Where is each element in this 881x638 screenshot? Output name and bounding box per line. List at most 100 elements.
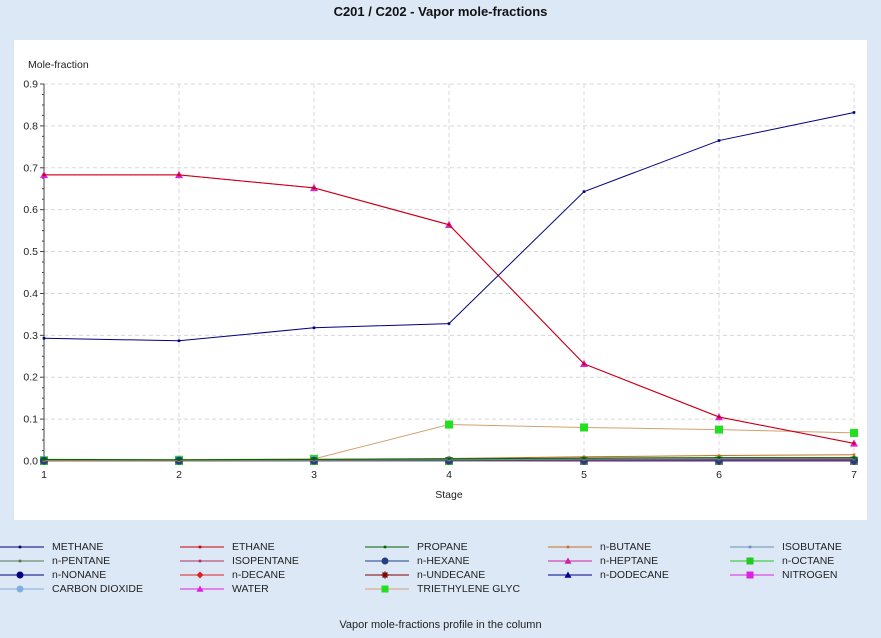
legend-label: n-OCTANE	[782, 555, 835, 567]
legend-swatch-marker	[198, 559, 202, 563]
data-point-methane	[42, 336, 46, 340]
legend-label: ISOBUTANE	[782, 541, 842, 553]
y-tick-label: 0.5	[23, 246, 38, 258]
legend-swatch	[730, 571, 774, 579]
legend-swatch	[730, 557, 774, 565]
legend-swatch	[365, 585, 409, 593]
data-point-methane	[177, 339, 181, 343]
data-point-propane	[177, 458, 181, 462]
y-tick-label: 0.3	[23, 330, 38, 342]
legend-label: n-HEXANE	[417, 555, 470, 567]
legend-label: n-UNDECANE	[417, 569, 486, 581]
legend-swatch	[0, 559, 44, 563]
data-point-propane	[447, 457, 451, 461]
legend-label: NITROGEN	[782, 569, 838, 581]
series-propane	[42, 456, 856, 462]
legend-swatch	[548, 557, 592, 564]
legend-swatch-marker	[196, 571, 204, 579]
data-point-propane	[312, 458, 316, 461]
legend-swatch-marker	[383, 545, 387, 549]
legend-swatch-marker	[18, 545, 22, 549]
legend-swatch	[0, 571, 44, 579]
legend-swatch	[548, 571, 592, 578]
legend-label: CARBON DIOXIDE	[52, 583, 144, 595]
y-tick-label: 0.9	[23, 79, 38, 91]
data-point-triethylene-glyc	[445, 420, 453, 429]
legend-label: METHANE	[52, 541, 104, 553]
legend-swatch	[180, 559, 224, 563]
x-axis-label: Stage	[435, 489, 463, 501]
legend-swatch-marker	[16, 585, 24, 593]
legend-swatch-marker	[748, 545, 752, 549]
data-point-methane	[582, 190, 586, 193]
data-point-methane	[447, 322, 451, 325]
legend-swatch-marker	[566, 545, 570, 549]
y-axis-label: Mole-fraction	[28, 59, 89, 71]
data-point-triethylene-glyc	[580, 423, 588, 432]
legend-swatch-marker	[564, 571, 572, 578]
data-point-ethane	[312, 186, 316, 190]
series-methane	[42, 111, 856, 343]
y-tick-label: 0.1	[23, 414, 38, 426]
legend-swatch	[365, 545, 409, 549]
data-point-propane	[582, 456, 586, 460]
x-tick-label: 5	[581, 469, 587, 481]
legend-label: WATER	[232, 583, 269, 595]
data-point-ethane	[177, 173, 181, 177]
legend-swatch-marker	[564, 557, 572, 564]
legend-swatch	[0, 585, 44, 593]
x-tick-label: 7	[851, 469, 857, 481]
y-tick-label: 0.8	[23, 120, 38, 132]
data-point-ethane	[447, 223, 451, 227]
legend-label: ETHANE	[232, 541, 275, 553]
data-point-methane	[312, 326, 316, 330]
x-tick-label: 2	[176, 469, 182, 481]
data-point-methane	[717, 139, 721, 142]
legend-swatch-marker	[381, 585, 389, 593]
data-point-propane	[717, 456, 721, 459]
legend-swatch	[0, 545, 44, 549]
line-chart: 0.0 0.1 0.2 0.3 0.4 0.5 0.6 0.7 0.8 0.9 1 2 3 4 5 6 7 Mol…	[23, 59, 858, 501]
chart-title: C201 / C202 - Vapor mole-fractions	[333, 4, 548, 19]
data-point-n-butane	[852, 453, 856, 457]
legend-swatch	[730, 545, 774, 549]
legend-swatch	[180, 571, 224, 579]
legend: METHANE ETHANE PROPANE n-BUTANE ISOBUTANE n-P…	[0, 540, 881, 602]
data-point-ethane	[852, 442, 856, 445]
legend-swatch-marker	[16, 571, 24, 579]
data-point-triethylene-glyc	[850, 428, 858, 437]
legend-label: n-HEPTANE	[600, 555, 659, 567]
legend-swatch	[365, 557, 409, 565]
y-tick-label: 0.6	[23, 204, 38, 216]
legend-label: n-BUTANE	[600, 541, 652, 553]
data-point-triethylene-glyc	[715, 425, 723, 434]
y-tick-label: 0.4	[23, 288, 38, 300]
legend-label: n-DECANE	[232, 569, 286, 581]
data-point-ethane	[717, 415, 721, 419]
data-point-propane	[42, 458, 46, 461]
legend-swatch-marker	[196, 585, 204, 592]
legend-label: n-DODECANE	[600, 569, 669, 581]
legend-swatch	[365, 571, 409, 579]
legend-label: n-NONANE	[52, 569, 107, 581]
legend-label: PROPANE	[417, 541, 468, 553]
x-tick-label: 4	[446, 469, 452, 481]
data-point-methane	[852, 111, 856, 114]
legend-swatch-marker	[381, 571, 389, 579]
data-point-propane	[852, 456, 856, 459]
legend-swatch-marker	[746, 571, 754, 579]
legend-swatch	[180, 585, 224, 592]
legend-swatch-marker	[381, 557, 389, 565]
legend-swatch-marker	[746, 557, 754, 565]
legend-swatch	[180, 545, 224, 549]
y-tick-label: 0.2	[23, 372, 38, 384]
series-ethane	[42, 173, 856, 445]
data-point-n-butane	[717, 454, 721, 457]
legend-swatch-marker	[198, 545, 202, 549]
legend-label: ISOPENTANE	[232, 555, 299, 567]
legend-swatch-marker	[18, 559, 22, 563]
x-tick-label: 3	[311, 469, 317, 481]
data-point-ethane	[582, 362, 586, 366]
x-tick-label: 1	[41, 469, 47, 481]
chart-caption: Vapor mole-fractions profile in the colu…	[339, 619, 542, 631]
